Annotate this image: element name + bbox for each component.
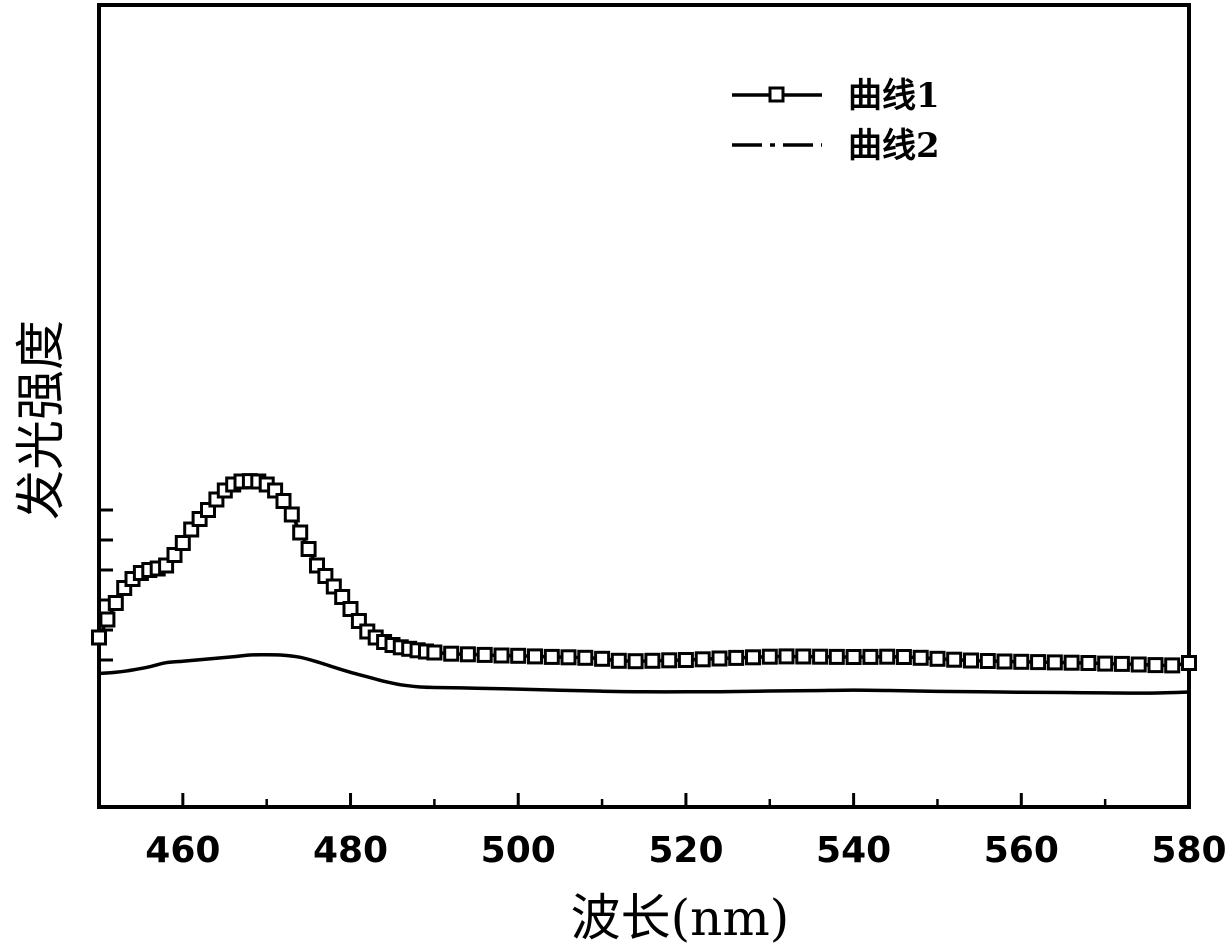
x-tick-label-2: 500: [481, 830, 556, 871]
series-1-point-41: [445, 647, 458, 660]
series-1-point-71: [948, 653, 961, 666]
series-1-point-73: [981, 655, 994, 668]
x-axis-title: 波长(nm): [571, 889, 790, 947]
series-1-point-42: [461, 648, 474, 661]
legend-label-1: 曲线1: [848, 76, 940, 116]
plot-frame: [99, 5, 1189, 807]
series-1-point-80: [1099, 657, 1112, 670]
x-tick-label-6: 580: [1151, 830, 1226, 871]
series-1-point-82: [1132, 658, 1145, 671]
y-axis-title: 发光强度: [12, 320, 70, 520]
series-1-point-2: [109, 597, 122, 610]
series-1-point-74: [998, 655, 1011, 668]
series-1-point-22: [277, 495, 290, 508]
series-1-point-84: [1166, 659, 1179, 672]
series-1-point-55: [679, 654, 692, 667]
series-1-point-48: [562, 651, 575, 664]
series-1-point-46: [529, 650, 542, 663]
legend-item-2: 曲线2: [732, 126, 940, 166]
series-1-point-49: [579, 651, 592, 664]
series-1-point-58: [730, 651, 743, 664]
x-tick-label-4: 540: [816, 830, 891, 871]
series-1-point-69: [914, 651, 927, 664]
series-1-point-66: [864, 650, 877, 663]
series-1-point-23: [285, 508, 298, 521]
series-1-point-57: [713, 652, 726, 665]
series-1-point-72: [965, 654, 978, 667]
series-1-point-43: [478, 648, 491, 661]
series-1-point-54: [663, 654, 676, 667]
x-tick-label-5: 560: [984, 830, 1059, 871]
series-1-point-65: [847, 651, 860, 664]
series-1-point-59: [747, 651, 760, 664]
series-1-point-52: [629, 655, 642, 668]
series-1-point-47: [545, 650, 558, 663]
marker-group: [93, 475, 1196, 672]
series-1-point-60: [763, 650, 776, 663]
series-1-point-79: [1082, 657, 1095, 670]
series-1-point-44: [495, 649, 508, 662]
series-1-point-62: [797, 650, 810, 663]
series-1-point-25: [302, 543, 315, 556]
series-1-point-75: [1015, 655, 1028, 668]
series-1-point-78: [1065, 656, 1078, 669]
series-1-point-24: [294, 526, 307, 539]
series-1-point-10: [176, 537, 189, 550]
series-1-point-0: [93, 631, 106, 644]
series-1-point-67: [881, 650, 894, 663]
series-1-point-1: [101, 613, 114, 626]
x-tick-label-3: 520: [648, 830, 723, 871]
series-1-point-45: [512, 649, 525, 662]
series-1-point-85: [1183, 657, 1196, 670]
legend: 曲线1 曲线2: [732, 76, 940, 166]
series-1-point-53: [646, 654, 659, 667]
series-1-point-40: [428, 646, 441, 659]
series-1-point-56: [696, 653, 709, 666]
series-1-point-51: [612, 654, 625, 667]
series-1-point-63: [814, 650, 827, 663]
series-1-point-81: [1115, 657, 1128, 670]
series-1-point-83: [1149, 659, 1162, 672]
series-1-point-50: [596, 652, 609, 665]
series-1-point-64: [830, 650, 843, 663]
legend-label-2: 曲线2: [848, 126, 940, 166]
series-1-point-68: [897, 651, 910, 664]
series-line-1: [99, 481, 1189, 665]
series-1-point-61: [780, 650, 793, 663]
series-1-point-77: [1048, 656, 1061, 669]
x-tick-label-1: 480: [313, 830, 388, 871]
series-1-point-70: [931, 652, 944, 665]
series-1-point-76: [1032, 656, 1045, 669]
legend-marker-1: [770, 88, 783, 101]
legend-item-1: 曲线1: [732, 76, 940, 116]
x-tick-label-0: 460: [145, 830, 220, 871]
